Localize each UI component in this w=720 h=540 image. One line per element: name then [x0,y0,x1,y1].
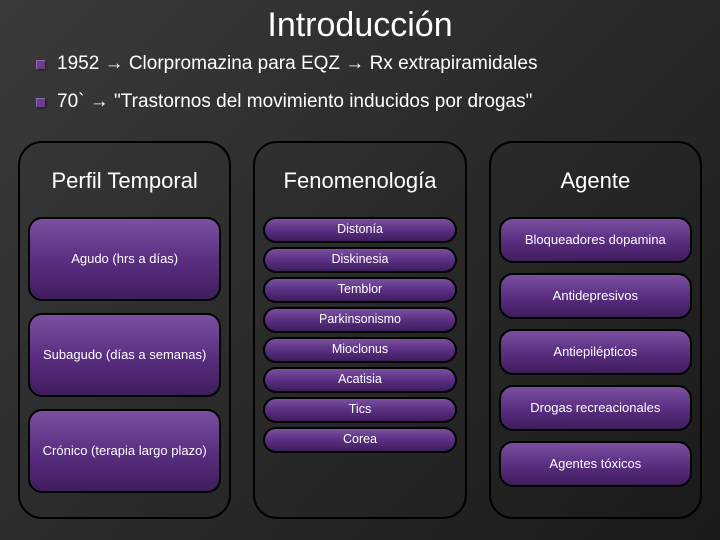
column-temporal: Perfil Temporal Agudo (hrs a días) Subag… [18,141,231,519]
temporal-item: Subagudo (días a semanas) [28,313,221,397]
column-header: Agente [499,153,692,209]
feno-item: Mioclonus [263,337,456,363]
feno-item: Distonía [263,217,456,243]
agente-item: Drogas recreacionales [499,385,692,431]
bullet-list: 1952 → Clorpromazina para EQZ → Rx extra… [0,53,720,141]
feno-item: Corea [263,427,456,453]
bullet-text: 1952 → Clorpromazina para EQZ → Rx extra… [57,53,537,75]
agente-item: Antidepresivos [499,273,692,319]
column-header: Perfil Temporal [28,153,221,209]
column-fenomenologia: Fenomenología Distonía Diskinesia Temblo… [253,141,466,519]
bullet-text: 70` → "Trastornos del movimiento inducid… [57,91,532,113]
column-agente: Agente Bloqueadores dopamina Antidepresi… [489,141,702,519]
temporal-item: Agudo (hrs a días) [28,217,221,301]
agente-item: Bloqueadores dopamina [499,217,692,263]
temporal-item: Crónico (terapia largo plazo) [28,409,221,493]
columns-container: Perfil Temporal Agudo (hrs a días) Subag… [0,141,720,519]
feno-item: Temblor [263,277,456,303]
bullet-item: 70` → "Trastornos del movimiento inducid… [36,91,684,113]
bullet-item: 1952 → Clorpromazina para EQZ → Rx extra… [36,53,684,75]
agente-item: Antiepilépticos [499,329,692,375]
feno-item: Tics [263,397,456,423]
feno-item: Parkinsonismo [263,307,456,333]
column-header: Fenomenología [263,153,456,209]
bullet-icon [36,60,45,69]
agente-item: Agentes tóxicos [499,441,692,487]
bullet-icon [36,98,45,107]
feno-item: Diskinesia [263,247,456,273]
slide-title: Introducción [0,0,720,53]
feno-item: Acatisia [263,367,456,393]
